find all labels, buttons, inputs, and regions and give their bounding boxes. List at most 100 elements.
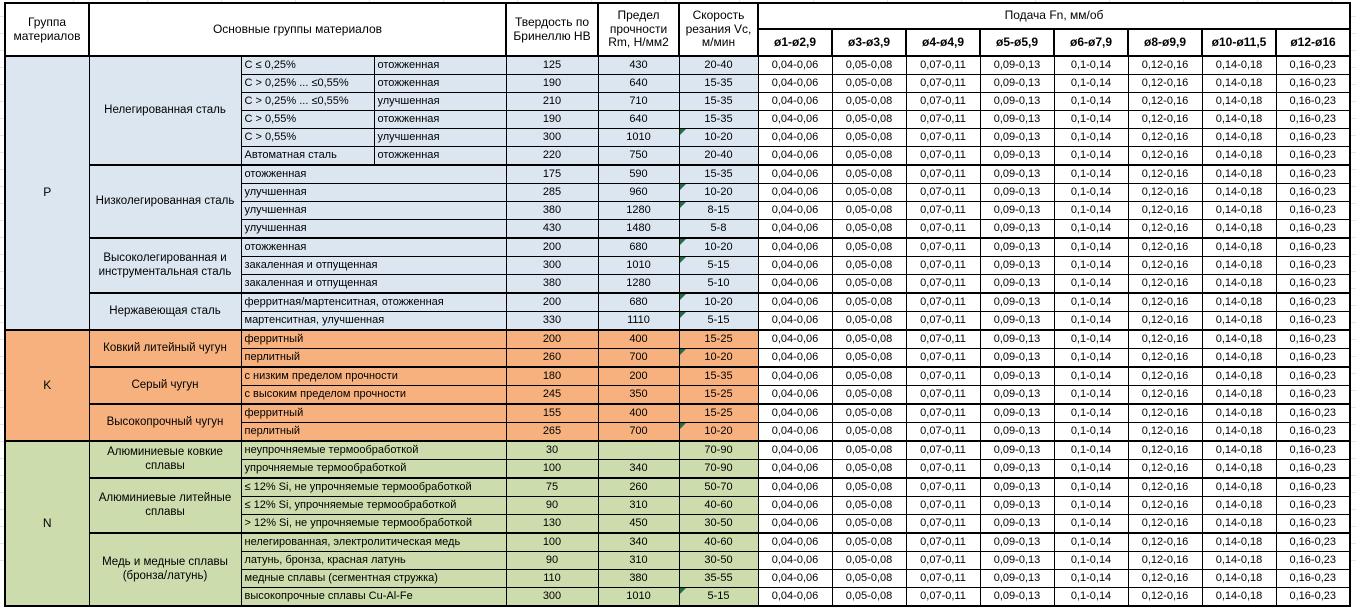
feed-value-cell[interactable]: 0,05-0,08: [831, 311, 907, 331]
material-detail-cell[interactable]: улучшенная: [240, 201, 507, 220]
material-subgroup-name-cell[interactable]: Ковкий литейный чугун: [88, 329, 242, 368]
feed-value-cell[interactable]: 0,14-0,18: [1201, 532, 1277, 552]
feed-value-cell[interactable]: 0,1-0,14: [1053, 514, 1129, 534]
feed-value-cell[interactable]: 0,14-0,18: [1201, 274, 1277, 294]
feed-value-cell[interactable]: 0,04-0,06: [757, 164, 833, 184]
feed-value-cell[interactable]: 0,16-0,23: [1275, 183, 1351, 202]
feed-value-cell[interactable]: 0,07-0,11: [905, 477, 981, 497]
feed-value-cell[interactable]: 0,07-0,11: [905, 201, 981, 220]
strength-rm-cell[interactable]: 680: [597, 292, 680, 312]
feed-value-cell[interactable]: 0,16-0,23: [1275, 366, 1351, 386]
cutting-speed-vc-cell[interactable]: 40-60: [678, 496, 759, 515]
cutting-speed-vc-cell[interactable]: 15-25: [678, 385, 759, 405]
material-detail-cell[interactable]: C > 0,55%: [240, 110, 375, 129]
feed-value-cell[interactable]: 0,09-0,13: [979, 183, 1055, 202]
feed-value-cell[interactable]: 0,07-0,11: [905, 146, 981, 166]
feed-value-cell[interactable]: 0,04-0,06: [757, 274, 833, 294]
feed-value-cell[interactable]: 0,16-0,23: [1275, 569, 1351, 588]
cutting-speed-vc-cell[interactable]: 15-35: [678, 110, 759, 129]
header-diameter-range[interactable]: ø1-ø2,9: [757, 28, 833, 57]
feed-value-cell[interactable]: 0,12-0,16: [1127, 587, 1203, 607]
feed-value-cell[interactable]: 0,12-0,16: [1127, 329, 1203, 349]
cutting-speed-vc-cell[interactable]: 30-50: [678, 551, 759, 570]
material-group-code-cell[interactable]: K: [4, 329, 90, 442]
feed-value-cell[interactable]: 0,07-0,11: [905, 55, 981, 75]
feed-value-cell[interactable]: 0,07-0,11: [905, 164, 981, 184]
feed-value-cell[interactable]: 0,09-0,13: [979, 496, 1055, 515]
cutting-speed-vc-cell[interactable]: 35-55: [678, 569, 759, 588]
feed-value-cell[interactable]: 0,05-0,08: [831, 146, 907, 166]
feed-value-cell[interactable]: 0,14-0,18: [1201, 366, 1277, 386]
feed-value-cell[interactable]: 0,12-0,16: [1127, 128, 1203, 147]
feed-value-cell[interactable]: 0,14-0,18: [1201, 164, 1277, 184]
feed-value-cell[interactable]: 0,12-0,16: [1127, 403, 1203, 423]
feed-value-cell[interactable]: 0,16-0,23: [1275, 551, 1351, 570]
feed-value-cell[interactable]: 0,12-0,16: [1127, 311, 1203, 331]
strength-rm-cell[interactable]: 1110: [597, 311, 680, 331]
feed-value-cell[interactable]: 0,14-0,18: [1201, 256, 1277, 275]
feed-value-cell[interactable]: 0,07-0,11: [905, 532, 981, 552]
strength-rm-cell[interactable]: 1480: [597, 219, 680, 239]
material-state-cell[interactable]: улучшенная: [373, 92, 507, 111]
feed-value-cell[interactable]: 0,07-0,11: [905, 440, 981, 460]
feed-value-cell[interactable]: 0,14-0,18: [1201, 459, 1277, 479]
material-subgroup-name-cell[interactable]: Высоколегированная и инструментальная ст…: [88, 237, 242, 294]
feed-value-cell[interactable]: 0,12-0,16: [1127, 219, 1203, 239]
hardness-hb-cell[interactable]: 380: [505, 201, 599, 220]
feed-value-cell[interactable]: 0,16-0,23: [1275, 164, 1351, 184]
feed-value-cell[interactable]: 0,04-0,06: [757, 477, 833, 497]
feed-value-cell[interactable]: 0,07-0,11: [905, 459, 981, 479]
feed-value-cell[interactable]: 0,1-0,14: [1053, 587, 1129, 607]
feed-value-cell[interactable]: 0,1-0,14: [1053, 201, 1129, 220]
feed-value-cell[interactable]: 0,05-0,08: [831, 551, 907, 570]
cutting-speed-vc-cell[interactable]: 40-60: [678, 532, 759, 552]
material-subgroup-name-cell[interactable]: Нелегированная сталь: [88, 55, 242, 166]
cutting-speed-vc-cell[interactable]: 10-20: [678, 183, 759, 202]
strength-rm-cell[interactable]: 750: [597, 146, 680, 166]
strength-rm-cell[interactable]: 590: [597, 164, 680, 184]
feed-value-cell[interactable]: 0,16-0,23: [1275, 55, 1351, 75]
feed-value-cell[interactable]: 0,07-0,11: [905, 329, 981, 349]
strength-rm-cell[interactable]: 1010: [597, 587, 680, 607]
feed-value-cell[interactable]: 0,05-0,08: [831, 385, 907, 405]
feed-value-cell[interactable]: 0,04-0,06: [757, 385, 833, 405]
strength-rm-cell[interactable]: 640: [597, 74, 680, 93]
feed-value-cell[interactable]: 0,1-0,14: [1053, 164, 1129, 184]
feed-value-cell[interactable]: 0,04-0,06: [757, 551, 833, 570]
material-detail-cell[interactable]: улучшенная: [240, 183, 507, 202]
cutting-speed-vc-cell[interactable]: 15-35: [678, 366, 759, 386]
feed-value-cell[interactable]: 0,09-0,13: [979, 55, 1055, 75]
feed-value-cell[interactable]: 0,14-0,18: [1201, 146, 1277, 166]
feed-value-cell[interactable]: 0,07-0,11: [905, 422, 981, 442]
strength-rm-cell[interactable]: 450: [597, 514, 680, 534]
material-detail-cell[interactable]: Автоматная сталь: [240, 146, 375, 166]
material-detail-cell[interactable]: улучшенная: [240, 219, 507, 239]
feed-value-cell[interactable]: 0,16-0,23: [1275, 403, 1351, 423]
hardness-hb-cell[interactable]: 155: [505, 403, 599, 423]
feed-value-cell[interactable]: 0,12-0,16: [1127, 92, 1203, 111]
feed-value-cell[interactable]: 0,07-0,11: [905, 496, 981, 515]
feed-value-cell[interactable]: 0,05-0,08: [831, 92, 907, 111]
feed-value-cell[interactable]: 0,07-0,11: [905, 74, 981, 93]
feed-value-cell[interactable]: 0,09-0,13: [979, 110, 1055, 129]
strength-rm-cell[interactable]: 260: [597, 477, 680, 497]
material-detail-cell[interactable]: с низким пределом прочности: [240, 366, 507, 386]
cutting-speed-vc-cell[interactable]: 20-40: [678, 146, 759, 166]
feed-value-cell[interactable]: 0,16-0,23: [1275, 385, 1351, 405]
material-state-cell[interactable]: улучшенная: [373, 128, 507, 147]
feed-value-cell[interactable]: 0,04-0,06: [757, 292, 833, 312]
feed-value-cell[interactable]: 0,12-0,16: [1127, 274, 1203, 294]
feed-value-cell[interactable]: 0,09-0,13: [979, 532, 1055, 552]
feed-value-cell[interactable]: 0,12-0,16: [1127, 55, 1203, 75]
header-material-group[interactable]: Группа материалов: [4, 2, 90, 57]
feed-value-cell[interactable]: 0,16-0,23: [1275, 329, 1351, 349]
feed-value-cell[interactable]: 0,14-0,18: [1201, 587, 1277, 607]
strength-rm-cell[interactable]: 380: [597, 569, 680, 588]
feed-value-cell[interactable]: 0,1-0,14: [1053, 496, 1129, 515]
feed-value-cell[interactable]: 0,07-0,11: [905, 128, 981, 147]
material-group-code-cell[interactable]: N: [4, 440, 90, 607]
feed-value-cell[interactable]: 0,05-0,08: [831, 201, 907, 220]
feed-value-cell[interactable]: 0,09-0,13: [979, 274, 1055, 294]
feed-value-cell[interactable]: 0,05-0,08: [831, 183, 907, 202]
feed-value-cell[interactable]: 0,14-0,18: [1201, 514, 1277, 534]
